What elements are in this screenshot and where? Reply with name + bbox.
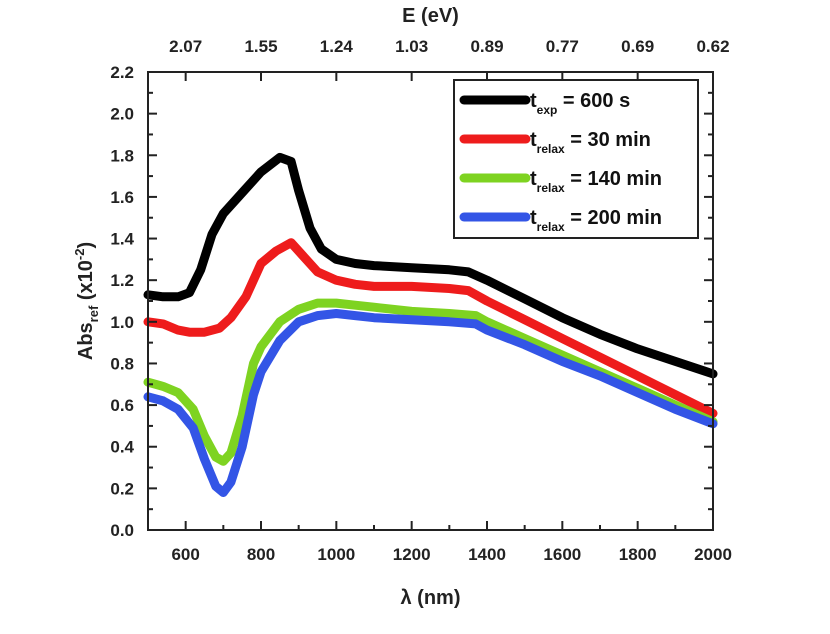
legend-label-sub: exp <box>537 103 558 117</box>
legend-label-rest: = 600 s <box>557 90 630 112</box>
legend-label-1: texp = 600 s <box>530 90 630 117</box>
legend-label-rest: = 200 min <box>565 207 662 229</box>
y-title-sub: ref <box>86 305 101 322</box>
legend-label-rest: = 140 min <box>565 168 662 190</box>
top-tick-label: 1.03 <box>395 37 428 56</box>
y-axis-title: Absref (x10-2) <box>72 242 101 360</box>
x-tick-label: 1600 <box>543 545 581 564</box>
top-tick-label: 0.62 <box>696 37 729 56</box>
y-tick-label: 0.4 <box>110 438 134 457</box>
legend-label-main: t <box>530 129 537 151</box>
series-line-1 <box>143 152 718 379</box>
axes: 600 800 1000 1200 1400 1600 1800 2000 2.07 1.55 1.… <box>72 5 732 609</box>
y-title-suffix: ) <box>75 242 97 249</box>
x-tick-label: 1400 <box>468 545 506 564</box>
x-tick-label: 1200 <box>393 545 431 564</box>
top-tick-label: 2.07 <box>169 37 202 56</box>
top-tick-label: 0.89 <box>470 37 503 56</box>
x-tick-label: 600 <box>171 545 199 564</box>
x-axis-title: λ (nm) <box>401 587 461 609</box>
legend-label-4: trelax = 200 min <box>530 207 662 234</box>
y-tick-label: 2.2 <box>110 63 134 82</box>
x-tick-label: 1800 <box>619 545 657 564</box>
top-tick-label: 0.77 <box>546 37 579 56</box>
top-axis-title: E (eV) <box>402 5 459 27</box>
legend-label-rest: = 30 min <box>565 129 651 151</box>
top-tick-label: 1.24 <box>320 37 354 56</box>
x-tick-label: 2000 <box>694 545 732 564</box>
y-tick-label: 0.0 <box>110 521 134 540</box>
series-line-3 <box>143 298 718 466</box>
y-tick-label: 1.0 <box>110 313 134 332</box>
y-tick-label: 1.2 <box>110 271 134 290</box>
legend-label-sub: relax <box>537 142 565 156</box>
y-tick-label: 1.4 <box>110 230 134 249</box>
legend-box <box>453 79 699 239</box>
y-tick-label: 0.8 <box>110 354 134 373</box>
legend-label-3: trelax = 140 min <box>530 168 662 195</box>
legend-label-sub: relax <box>537 181 565 195</box>
series-line-4 <box>143 309 718 497</box>
y-tick-label: 0.6 <box>110 396 134 415</box>
legend-label-main: t <box>530 168 537 190</box>
x-tick-label: 800 <box>247 545 275 564</box>
y-tick-label: 1.8 <box>110 146 134 165</box>
legend-label-sub: relax <box>537 220 565 234</box>
x-tick-label: 1000 <box>317 545 355 564</box>
legend-label-2: trelax = 30 min <box>530 129 651 156</box>
y-tick-label: 0.2 <box>110 479 134 498</box>
series-group <box>143 152 718 497</box>
y-tick-label: 2.0 <box>110 105 134 124</box>
y-title-exp: -2 <box>72 249 87 261</box>
legend-label-main: t <box>530 207 537 229</box>
top-tick-label: 1.55 <box>244 37 277 56</box>
y-title-main: Abs <box>75 322 97 360</box>
top-tick-label: 0.69 <box>621 37 654 56</box>
y-title-unit: (x10 <box>75 260 97 306</box>
y-tick-label: 1.6 <box>110 188 134 207</box>
legend-label-main: t <box>530 90 537 112</box>
series-line-2 <box>143 238 718 418</box>
